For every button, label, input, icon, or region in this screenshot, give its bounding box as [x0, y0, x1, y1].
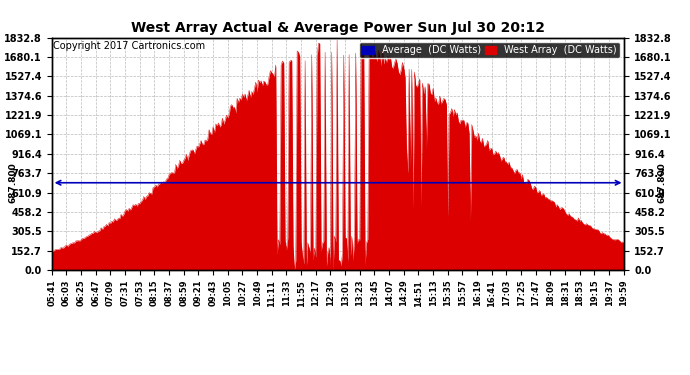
Legend: Average  (DC Watts), West Array  (DC Watts): Average (DC Watts), West Array (DC Watts… [359, 42, 620, 58]
Title: West Array Actual & Average Power Sun Jul 30 20:12: West Array Actual & Average Power Sun Ju… [131, 21, 545, 35]
Text: Copyright 2017 Cartronics.com: Copyright 2017 Cartronics.com [53, 41, 205, 51]
Text: 687.800: 687.800 [8, 162, 17, 203]
Text: 687.800: 687.800 [657, 162, 666, 203]
